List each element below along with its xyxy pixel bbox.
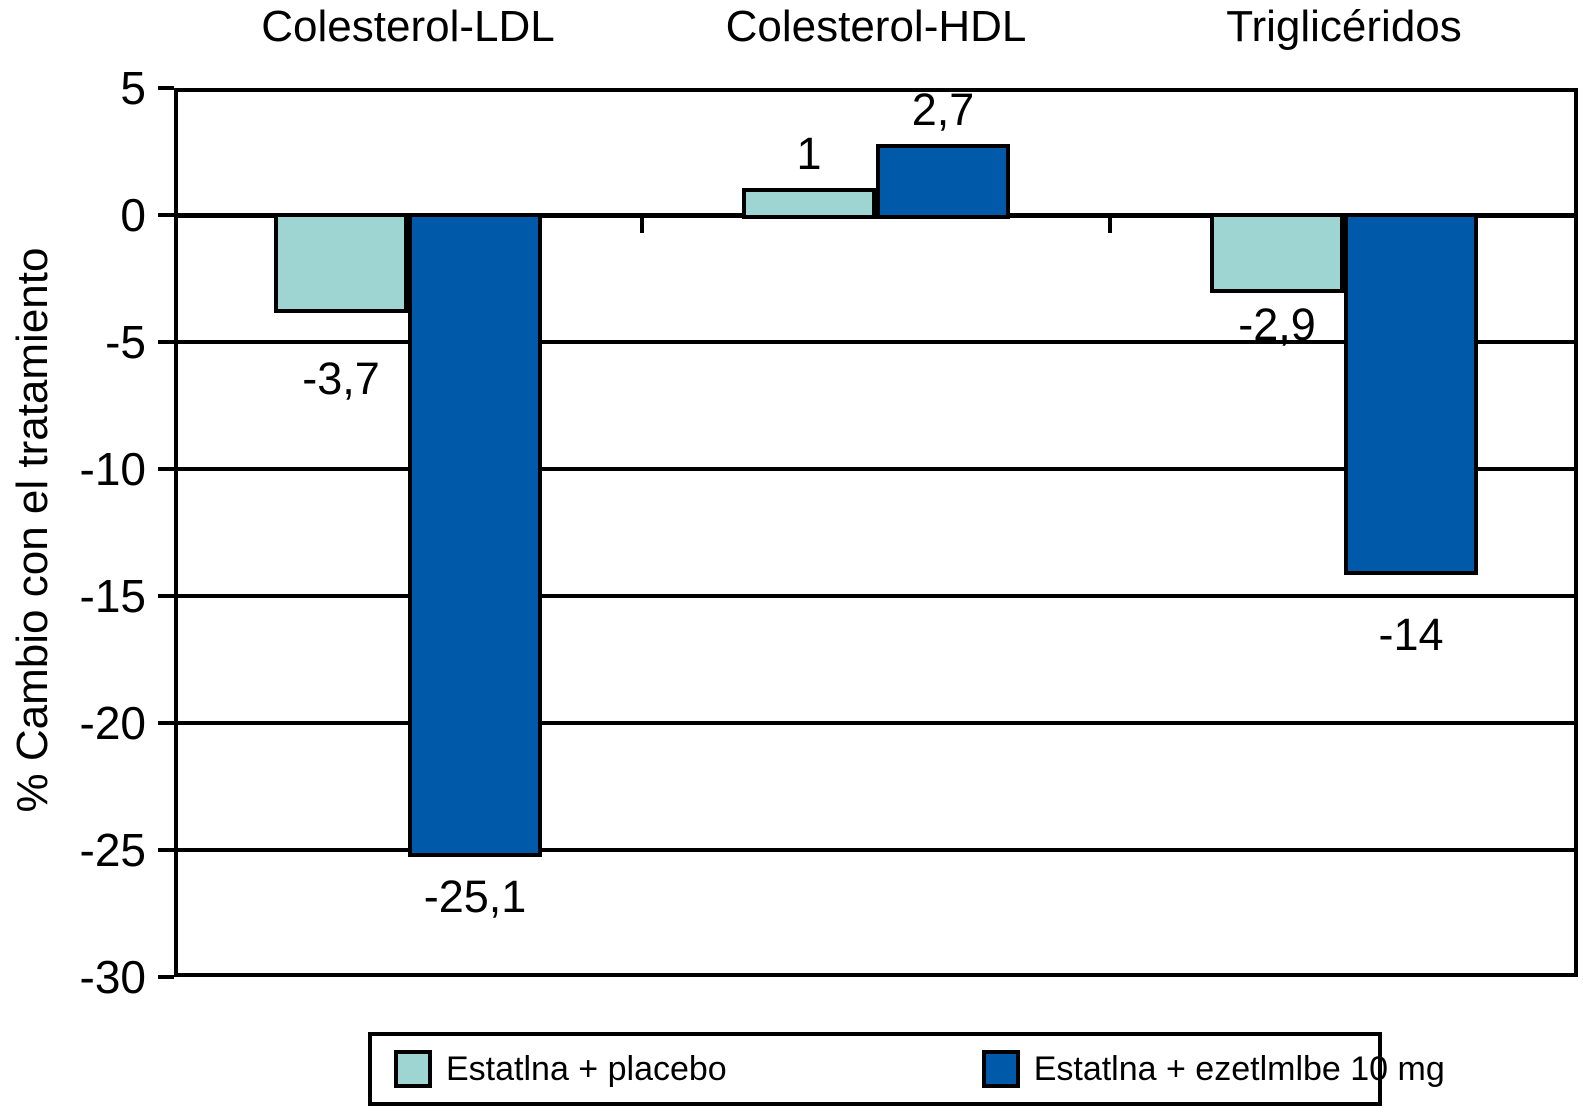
- bar-colesterol-ldl-estatlna-placebo: [274, 213, 408, 313]
- y-axis-tick-label: 5: [120, 62, 146, 114]
- y-axis-tick-mark: [158, 86, 174, 90]
- y-axis-tick-label: -15: [79, 570, 146, 622]
- data-label-colesterol-hdl-estatlna-ezetlmlbe-10-mg: 2,7: [911, 84, 975, 136]
- legend-swatch-estatlna-placebo: [394, 1050, 432, 1088]
- bar-colesterol-hdl-estatlna-ezetlmlbe-10-mg: [876, 144, 1010, 219]
- y-axis-tick-mark: [158, 467, 174, 471]
- y-axis-tick-label: -5: [105, 316, 146, 368]
- legend-item-estatlna-ezetlmlbe-10-mg: Estatlna + ezetlmlbe 10 mg: [981, 1049, 1445, 1089]
- gridline--20: [174, 721, 1578, 725]
- y-axis-tick-label: -10: [79, 443, 146, 495]
- gridline--10: [174, 467, 1578, 471]
- bar-colesterol-ldl-estatlna-ezetlmlbe-10-mg: [408, 213, 542, 857]
- legend-label-estatlna-ezetlmlbe-10-mg: Estatlna + ezetlmlbe 10 mg: [1033, 1050, 1445, 1088]
- y-axis-tick-mark: [158, 340, 174, 344]
- data-label-colesterol-hdl-estatlna-placebo: 1: [796, 127, 822, 179]
- category-axis-tick: [1108, 215, 1112, 233]
- gridline--25: [174, 848, 1578, 852]
- data-label-triglic-ridos-estatlna-ezetlmlbe-10-mg: -14: [1378, 608, 1444, 660]
- category-axis-tick: [640, 215, 644, 233]
- y-axis-tick-label: 0: [120, 189, 146, 241]
- category-title-colesterol-hdl: Colesterol-HDL: [725, 2, 1027, 51]
- y-axis-tick-mark: [158, 975, 174, 979]
- category-title-triglic-ridos: Triglicéridos: [1226, 2, 1462, 51]
- legend-label-estatlna-placebo: Estatlna + placebo: [446, 1050, 727, 1088]
- data-label-colesterol-ldl-estatlna-ezetlmlbe-10-mg: -25,1: [423, 870, 527, 922]
- gridline--5: [174, 340, 1578, 344]
- y-axis-tick-mark: [158, 213, 174, 217]
- y-axis-tick-mark: [158, 721, 174, 725]
- data-label-triglic-ridos-estatlna-placebo: -2,9: [1238, 298, 1316, 350]
- y-axis-tick-label: -25: [79, 824, 146, 876]
- category-title-colesterol-ldl: Colesterol-LDL: [261, 2, 555, 51]
- legend-item-estatlna-placebo: Estatlna + placebo: [394, 1049, 727, 1089]
- bar-colesterol-hdl-estatlna-placebo: [742, 187, 876, 219]
- data-label-colesterol-ldl-estatlna-placebo: -3,7: [302, 352, 380, 404]
- bar-triglic-ridos-estatlna-placebo: [1210, 213, 1344, 293]
- legend: Estatlna + placebo Estatlna + ezetlmlbe 1…: [368, 1032, 1445, 1106]
- gridline--15: [174, 594, 1578, 598]
- y-axis-tick-mark: [158, 848, 174, 852]
- bar-triglic-ridos-estatlna-ezetlmlbe-10-mg: [1344, 213, 1478, 575]
- y-axis-tick-label: -20: [79, 697, 146, 749]
- legend-swatch-estatlna-ezetlmlbe-10-mg: [981, 1050, 1020, 1088]
- y-axis-tick-mark: [158, 594, 174, 598]
- y-axis-tick-label: -30: [79, 951, 146, 1003]
- plot-area: -3,7 -25,1 1 2,7 -2,9 -14: [174, 84, 1578, 977]
